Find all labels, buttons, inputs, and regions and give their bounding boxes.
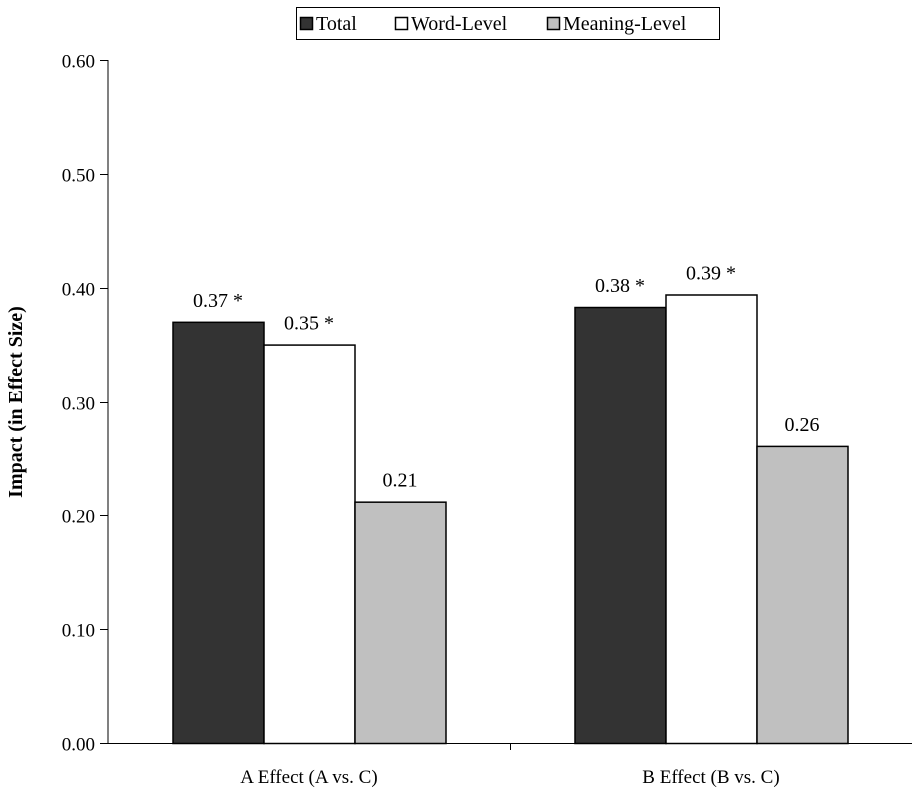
legend-box bbox=[296, 7, 720, 40]
legend-swatch bbox=[299, 16, 314, 31]
bar-meaning-level bbox=[354, 501, 447, 745]
bar-total bbox=[574, 306, 667, 745]
bar-meaning-level bbox=[756, 445, 849, 745]
data-label: 0.38 * bbox=[595, 275, 645, 297]
data-label: 0.21 bbox=[383, 470, 418, 492]
legend-label: Meaning-Level bbox=[563, 13, 687, 35]
legend-swatch bbox=[394, 16, 409, 31]
legend-label: Total bbox=[316, 13, 357, 35]
bar-word-level bbox=[665, 294, 758, 745]
y-axis: 0.00 0.10 0.20 0.30 0.40 0.50 0.60 bbox=[62, 52, 109, 756]
y-axis-title: Impact (in Effect Size) bbox=[5, 306, 27, 498]
bar-word-level bbox=[263, 344, 356, 745]
data-label: 0.39 * bbox=[686, 262, 736, 284]
y-tick-label: 0.50 bbox=[62, 166, 95, 187]
bars bbox=[172, 294, 849, 745]
x-axis: A Effect (A vs. C) B Effect (B vs. C) bbox=[108, 743, 912, 788]
legend-swatch bbox=[546, 16, 561, 31]
bar-total bbox=[172, 321, 265, 745]
y-tick-label: 0.10 bbox=[62, 621, 95, 642]
y-tick-label: 0.40 bbox=[62, 280, 95, 301]
y-tick-label: 0.30 bbox=[62, 394, 95, 415]
data-label: 0.37 * bbox=[193, 290, 243, 312]
x-tick-label: A Effect (A vs. C) bbox=[240, 767, 377, 788]
legend: Total Word-Level Meaning-Level bbox=[296, 7, 720, 40]
data-label: 0.26 bbox=[785, 414, 820, 436]
legend-label: Word-Level bbox=[411, 13, 508, 35]
y-tick-label: 0.20 bbox=[62, 507, 95, 528]
data-labels: 0.37 * 0.35 * 0.21 0.38 * 0.39 * 0.26 bbox=[193, 262, 820, 491]
x-tick-label: B Effect (B vs. C) bbox=[642, 767, 779, 788]
data-label: 0.35 * bbox=[284, 313, 334, 335]
y-tick-label: 0.60 bbox=[62, 52, 95, 73]
y-tick-label: 0.00 bbox=[62, 735, 95, 756]
